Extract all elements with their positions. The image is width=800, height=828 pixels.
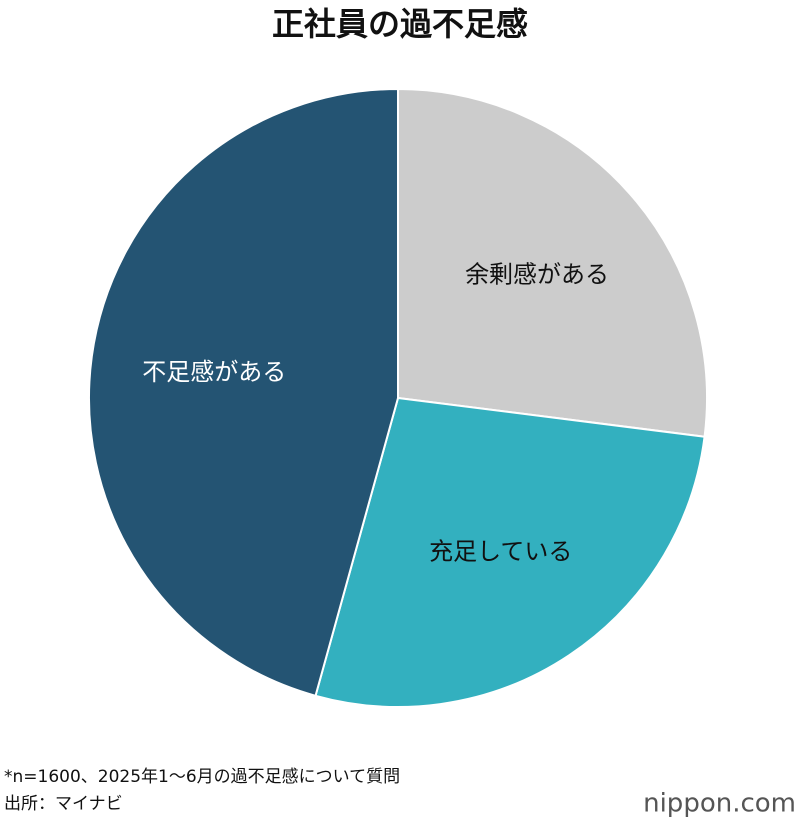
slice-label: 余剰感がある (465, 260, 609, 288)
source: 出所：マイナビ (4, 794, 123, 814)
pie-slice (88, 87, 399, 698)
pie-slice (397, 87, 708, 438)
chart-title: 正社員の過不足感 (272, 5, 528, 43)
note: *n=1600、2025年1～6月の過不足感について質問 (4, 767, 400, 787)
logo: nippon.com (643, 789, 796, 819)
slice-label: 充足している (429, 537, 572, 565)
pie-slice (314, 396, 706, 708)
slice-label: 不足感がある (142, 358, 286, 386)
